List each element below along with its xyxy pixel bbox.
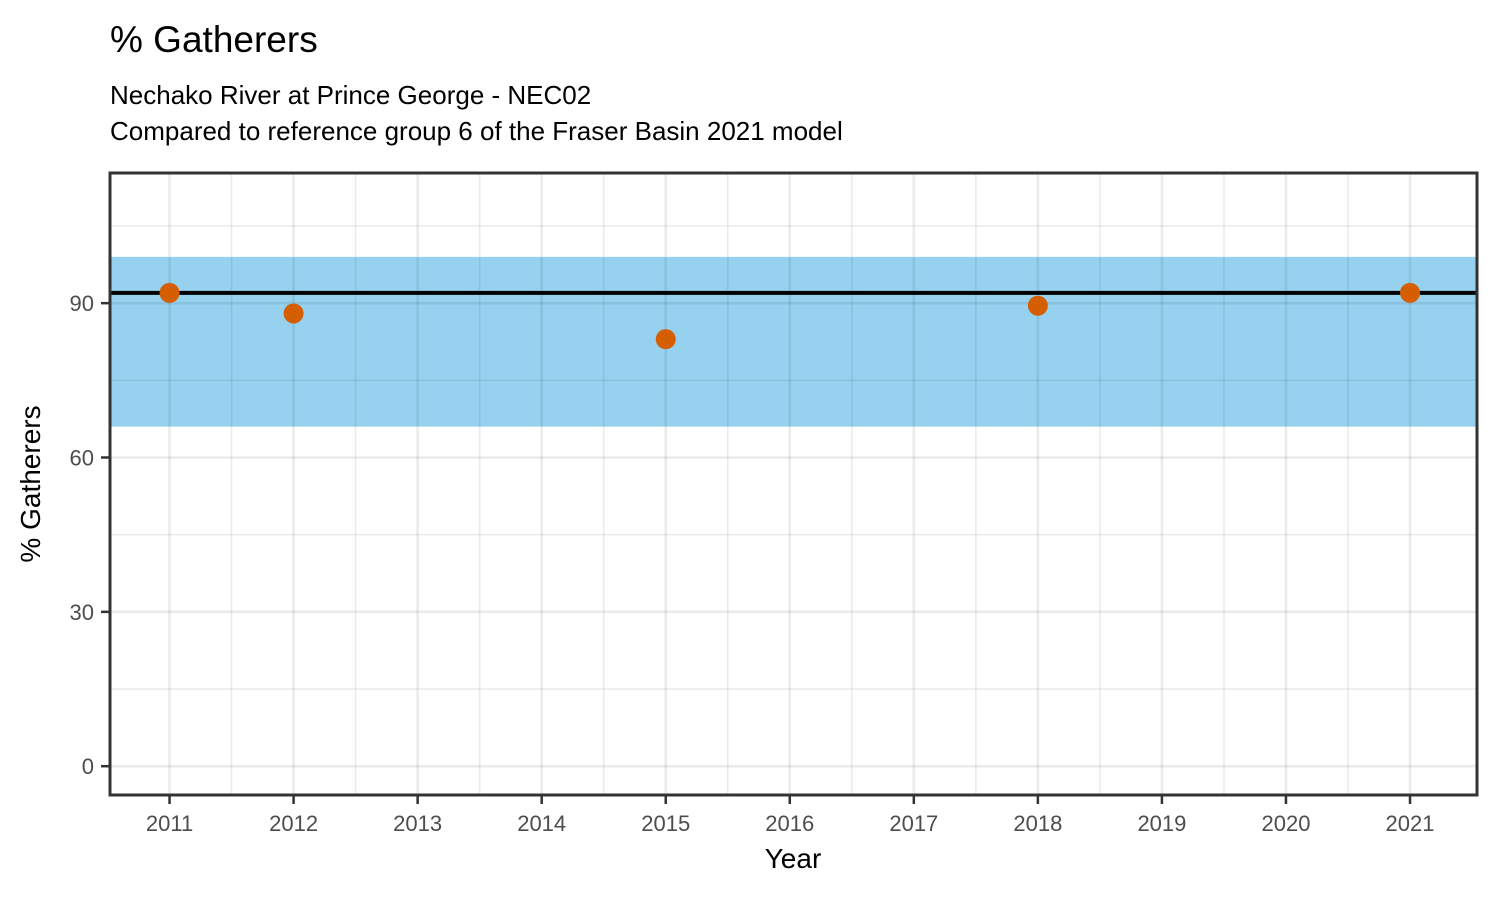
x-axis-title: Year — [765, 843, 822, 874]
chart-title: % Gatherers — [110, 19, 318, 60]
y-tick-label: 60 — [70, 446, 94, 471]
data-point — [1027, 295, 1048, 316]
y-tick-label: 0 — [82, 754, 94, 779]
data-point — [1400, 282, 1421, 303]
y-axis-title: % Gatherers — [15, 405, 46, 562]
data-point — [159, 282, 180, 303]
x-tick-label: 2014 — [517, 811, 566, 836]
x-tick-label: 2016 — [765, 811, 814, 836]
panel-border — [108, 171, 1479, 797]
chart-subtitle-line-2: Compared to reference group 6 of the Fra… — [110, 116, 843, 146]
reference-band — [110, 256, 1477, 427]
data-point — [655, 329, 676, 350]
x-tick-label: 2017 — [889, 811, 938, 836]
x-tick-label: 2019 — [1137, 811, 1186, 836]
x-tick-label: 2021 — [1386, 811, 1435, 836]
plot-panel: 2011 2012 2013 2014 2015 2016 2017 2018 2019 2020… — [70, 171, 1479, 836]
x-tick-label: 2020 — [1261, 811, 1310, 836]
x-tick-label: 2013 — [393, 811, 442, 836]
x-tick-label: 2011 — [146, 811, 193, 836]
y-tick-label: 90 — [70, 291, 94, 316]
x-tick-label: 2015 — [641, 811, 690, 836]
data-point — [283, 303, 304, 324]
chart-subtitle-line-1: Nechako River at Prince George - NEC02 — [110, 80, 591, 110]
y-tick-label: 30 — [70, 600, 94, 625]
x-tick-label: 2012 — [269, 811, 318, 836]
x-tick-label: 2018 — [1013, 811, 1062, 836]
